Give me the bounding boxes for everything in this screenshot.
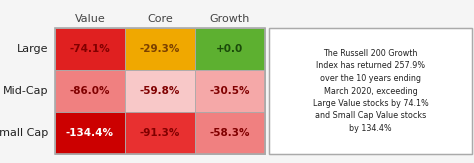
Text: -59.8%: -59.8% bbox=[140, 86, 180, 96]
Text: -29.3%: -29.3% bbox=[140, 44, 180, 54]
Bar bbox=[195, 70, 265, 112]
Text: -74.1%: -74.1% bbox=[70, 44, 110, 54]
Bar bbox=[125, 112, 195, 154]
Bar bbox=[269, 28, 472, 154]
Text: -91.3%: -91.3% bbox=[140, 128, 180, 138]
Text: +0.0: +0.0 bbox=[216, 44, 244, 54]
Text: -86.0%: -86.0% bbox=[70, 86, 110, 96]
Bar bbox=[55, 28, 125, 70]
Text: -134.4%: -134.4% bbox=[66, 128, 114, 138]
Text: -30.5%: -30.5% bbox=[210, 86, 250, 96]
Text: Value: Value bbox=[74, 14, 105, 24]
Bar bbox=[125, 70, 195, 112]
Text: Large: Large bbox=[17, 44, 48, 54]
Bar bbox=[269, 28, 472, 154]
Bar bbox=[55, 112, 125, 154]
Bar bbox=[55, 28, 265, 154]
Bar bbox=[195, 28, 265, 70]
Text: Small Cap: Small Cap bbox=[0, 128, 48, 138]
Bar bbox=[125, 28, 195, 70]
Text: The Russell 200 Growth
Index has returned 257.9%
over the 10 years ending
March : The Russell 200 Growth Index has returne… bbox=[313, 49, 428, 133]
Bar bbox=[195, 112, 265, 154]
Bar bbox=[55, 70, 125, 112]
Text: Growth: Growth bbox=[210, 14, 250, 24]
Text: -58.3%: -58.3% bbox=[210, 128, 250, 138]
Text: Mid-Cap: Mid-Cap bbox=[2, 86, 48, 96]
Text: Core: Core bbox=[147, 14, 173, 24]
